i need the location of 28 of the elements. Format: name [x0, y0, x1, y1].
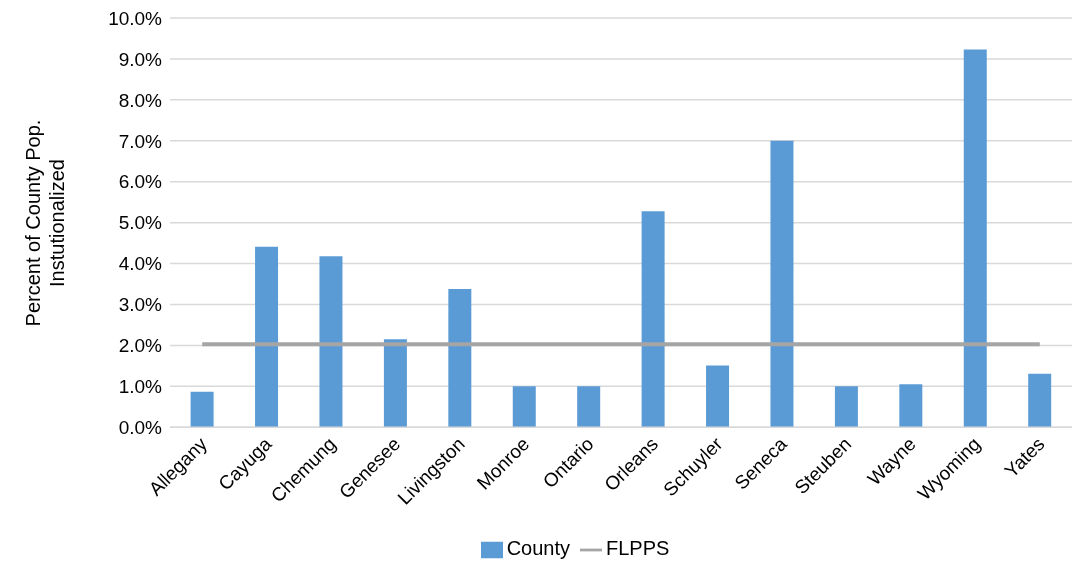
y-tick-label: 7.0%	[118, 130, 163, 152]
bar	[834, 386, 858, 428]
y-tick-label: 10.0%	[108, 7, 163, 29]
bar	[770, 140, 794, 428]
bar	[512, 386, 536, 428]
legend-label: FLPPS	[606, 537, 670, 560]
y-tick-label: 6.0%	[118, 171, 163, 193]
y-tick-label: 9.0%	[118, 48, 163, 70]
legend-label: County	[506, 537, 570, 560]
bar	[190, 391, 214, 428]
y-axis-title: Percent of County Pop. Instutionalized	[22, 119, 68, 327]
bar	[706, 365, 730, 428]
bar	[1028, 373, 1052, 428]
y-tick-label: 1.0%	[118, 376, 163, 398]
y-tick-label: 4.0%	[118, 253, 163, 275]
bar	[448, 288, 472, 428]
y-tick-label: 8.0%	[118, 89, 163, 111]
bar	[319, 256, 343, 428]
y-tick-label: 2.0%	[118, 335, 163, 357]
y-tick-label: 0.0%	[118, 417, 163, 439]
bar	[641, 211, 665, 428]
bar	[383, 339, 407, 428]
bar	[255, 246, 279, 428]
bar	[963, 49, 987, 428]
y-tick-label: 5.0%	[118, 212, 163, 234]
bar	[577, 386, 601, 428]
bar	[899, 384, 923, 428]
y-tick-label: 3.0%	[118, 294, 163, 316]
